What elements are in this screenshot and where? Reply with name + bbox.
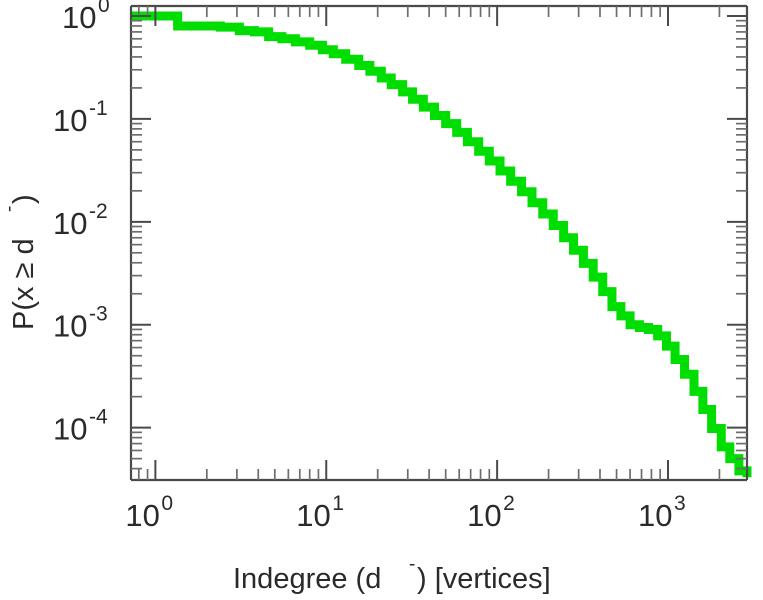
- y-tick-label-mantissa-0: 10: [62, 0, 96, 35]
- y-axis-title: P(x ≥ d - ): [0, 194, 40, 330]
- y-tick-label-exponent-0: 0: [98, 0, 110, 17]
- x-axis-title-tail: ) [vertices]: [417, 563, 551, 595]
- axis-frame: [129, 4, 749, 482]
- axis-ticks: [131, 6, 747, 480]
- x-tick-label-mantissa-2: 10: [467, 498, 501, 533]
- y-tick-label-exponent-1: -1: [89, 97, 108, 120]
- x-tick-label-exponent-1: 1: [332, 492, 344, 515]
- y-axis-title-close: ): [8, 194, 40, 204]
- data-series-group: [131, 11, 752, 478]
- x-tick-label-mantissa-1: 10: [296, 498, 330, 533]
- y-tick-label-exponent-2: -2: [89, 200, 108, 223]
- y-axis-title-superscript: -: [0, 206, 20, 212]
- x-axis-title-superscript: -: [409, 554, 415, 575]
- x-axis-title: Indegree (d - ) [vertices]: [233, 554, 551, 595]
- x-axis-tick-labels: 10 0 10 1 10 2 10 3: [125, 492, 685, 533]
- data-series-line-0: [131, 11, 752, 478]
- x-tick-label-exponent-2: 2: [503, 492, 515, 515]
- y-tick-label-exponent-4: -4: [89, 406, 108, 429]
- x-tick-label-exponent-0: 0: [161, 492, 173, 515]
- y-axis-title-main: P(x ≥ d: [8, 238, 40, 330]
- x-tick-label-exponent-3: 3: [674, 492, 686, 515]
- y-tick-label-mantissa-3: 10: [53, 309, 87, 344]
- x-tick-label-mantissa-0: 10: [125, 498, 159, 533]
- y-tick-label-exponent-3: -3: [89, 303, 108, 326]
- y-tick-label-mantissa-4: 10: [53, 412, 87, 447]
- y-tick-label-mantissa-1: 10: [53, 103, 87, 138]
- x-tick-label-mantissa-3: 10: [638, 498, 672, 533]
- y-tick-label-mantissa-2: 10: [53, 206, 87, 241]
- x-axis-title-main: Indegree (d: [233, 563, 381, 595]
